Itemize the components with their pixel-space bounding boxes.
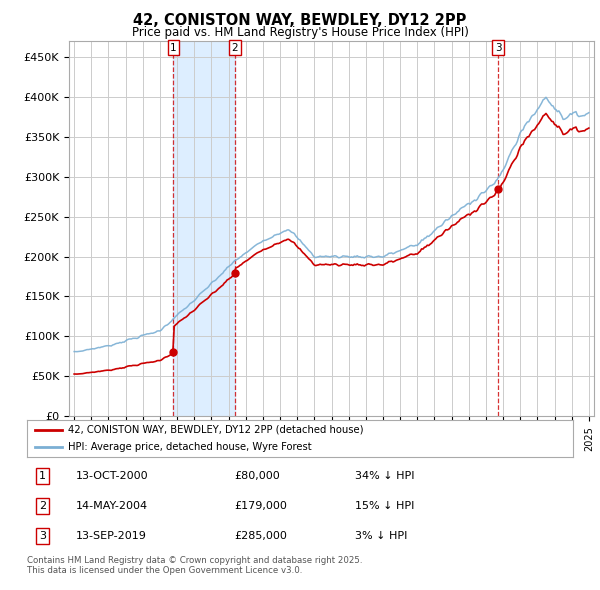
- Text: 13-SEP-2019: 13-SEP-2019: [76, 531, 147, 541]
- Bar: [173, 41, 235, 416]
- Text: £285,000: £285,000: [235, 531, 287, 541]
- Text: 3: 3: [495, 42, 502, 53]
- Text: 42, CONISTON WAY, BEWDLEY, DY12 2PP (detached house): 42, CONISTON WAY, BEWDLEY, DY12 2PP (det…: [68, 425, 364, 435]
- Text: 1: 1: [39, 471, 46, 481]
- Text: HPI: Average price, detached house, Wyre Forest: HPI: Average price, detached house, Wyre…: [68, 442, 311, 452]
- Text: 34% ↓ HPI: 34% ↓ HPI: [355, 471, 414, 481]
- Text: 2: 2: [39, 501, 46, 511]
- Text: 42, CONISTON WAY, BEWDLEY, DY12 2PP: 42, CONISTON WAY, BEWDLEY, DY12 2PP: [133, 13, 467, 28]
- Text: £80,000: £80,000: [235, 471, 280, 481]
- Text: £179,000: £179,000: [235, 501, 287, 511]
- Text: Contains HM Land Registry data © Crown copyright and database right 2025.
This d: Contains HM Land Registry data © Crown c…: [27, 556, 362, 575]
- Text: 13-OCT-2000: 13-OCT-2000: [76, 471, 149, 481]
- Text: 2: 2: [232, 42, 238, 53]
- Text: 15% ↓ HPI: 15% ↓ HPI: [355, 501, 414, 511]
- Text: 1: 1: [170, 42, 177, 53]
- Text: 14-MAY-2004: 14-MAY-2004: [76, 501, 148, 511]
- Text: Price paid vs. HM Land Registry's House Price Index (HPI): Price paid vs. HM Land Registry's House …: [131, 26, 469, 39]
- Text: 3% ↓ HPI: 3% ↓ HPI: [355, 531, 407, 541]
- Text: 3: 3: [39, 531, 46, 541]
